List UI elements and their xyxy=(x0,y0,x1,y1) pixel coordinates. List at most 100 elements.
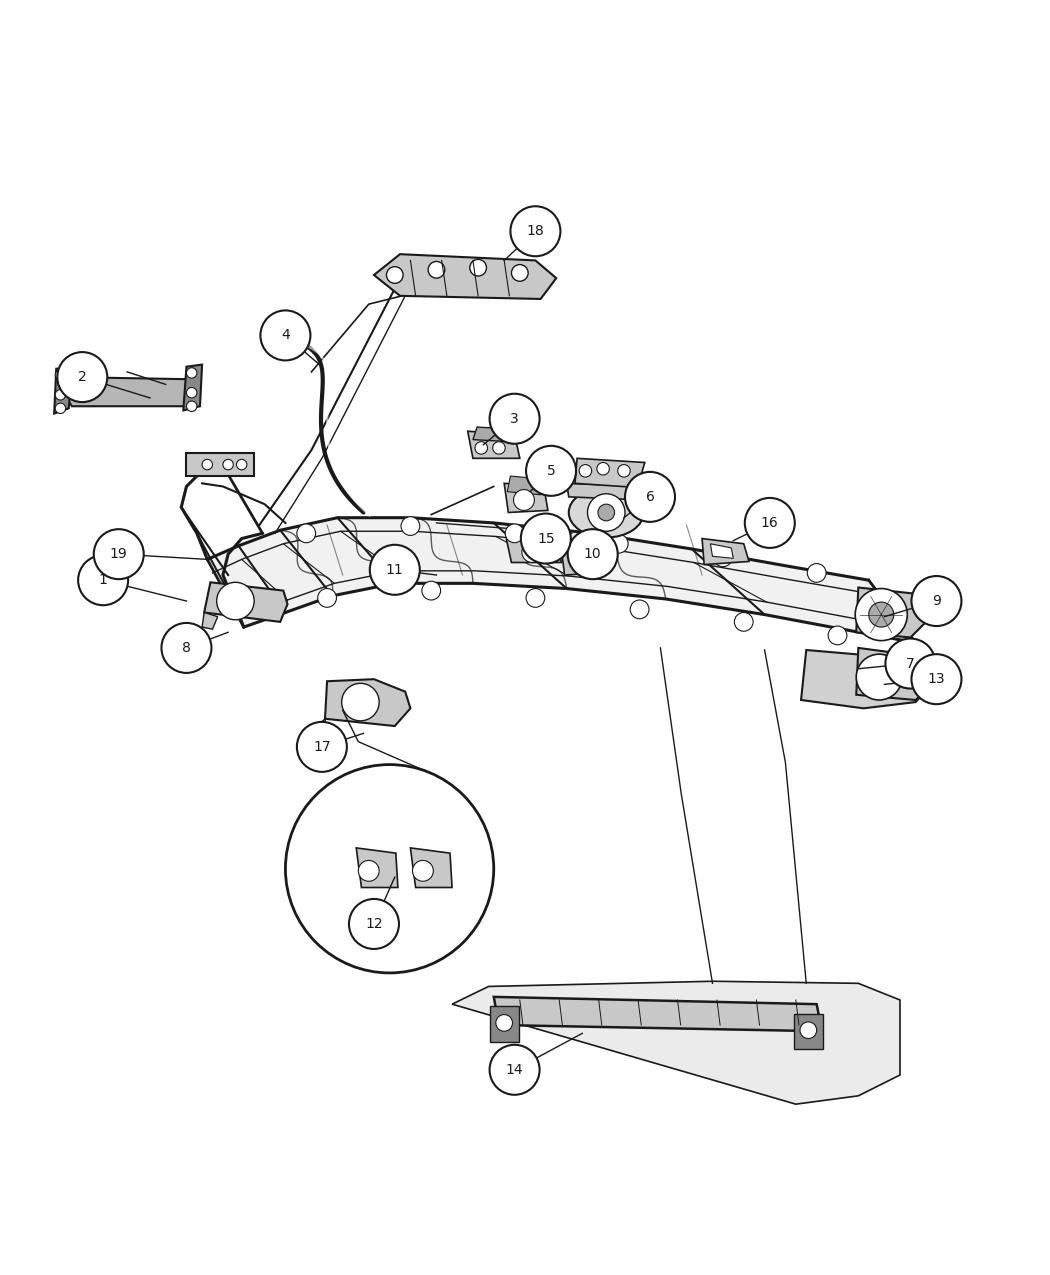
Text: 10: 10 xyxy=(584,547,602,561)
Polygon shape xyxy=(184,365,202,411)
Circle shape xyxy=(370,544,420,595)
Circle shape xyxy=(202,459,212,469)
Circle shape xyxy=(297,524,316,543)
Polygon shape xyxy=(702,538,749,565)
Circle shape xyxy=(568,529,617,579)
Circle shape xyxy=(223,459,233,469)
Polygon shape xyxy=(472,427,514,441)
Polygon shape xyxy=(55,367,71,413)
Circle shape xyxy=(56,403,65,413)
Circle shape xyxy=(617,464,630,477)
Polygon shape xyxy=(507,476,544,495)
Polygon shape xyxy=(411,848,453,887)
Text: 15: 15 xyxy=(537,532,554,546)
Circle shape xyxy=(597,504,614,520)
Circle shape xyxy=(885,639,936,688)
Text: 9: 9 xyxy=(932,594,941,608)
Circle shape xyxy=(522,542,543,562)
Circle shape xyxy=(93,529,144,579)
Circle shape xyxy=(216,583,254,620)
Circle shape xyxy=(56,390,65,400)
Ellipse shape xyxy=(569,487,644,538)
Circle shape xyxy=(868,602,894,627)
Text: 14: 14 xyxy=(506,1063,523,1077)
Bar xyxy=(489,1006,519,1042)
Polygon shape xyxy=(504,483,548,513)
Circle shape xyxy=(828,626,847,645)
Circle shape xyxy=(56,370,65,380)
Polygon shape xyxy=(326,680,411,725)
Circle shape xyxy=(510,207,561,256)
Circle shape xyxy=(596,463,609,476)
Circle shape xyxy=(469,259,486,277)
Circle shape xyxy=(744,499,795,548)
Circle shape xyxy=(911,576,962,626)
Text: 12: 12 xyxy=(365,917,383,931)
Circle shape xyxy=(911,654,962,704)
Circle shape xyxy=(401,516,420,536)
Circle shape xyxy=(187,402,196,412)
Circle shape xyxy=(260,310,311,361)
Polygon shape xyxy=(356,848,398,887)
Polygon shape xyxy=(374,254,556,298)
Circle shape xyxy=(734,612,753,631)
Circle shape xyxy=(496,1015,512,1031)
Circle shape xyxy=(489,1044,540,1095)
Text: 17: 17 xyxy=(313,740,331,754)
Text: 4: 4 xyxy=(281,329,290,343)
Circle shape xyxy=(349,899,399,949)
Circle shape xyxy=(162,623,211,673)
Circle shape xyxy=(422,581,441,601)
Text: 3: 3 xyxy=(510,412,519,426)
Polygon shape xyxy=(711,543,733,558)
Polygon shape xyxy=(575,458,645,487)
Circle shape xyxy=(521,514,571,564)
Circle shape xyxy=(511,265,528,282)
Circle shape xyxy=(807,564,826,583)
Circle shape xyxy=(856,654,902,700)
Circle shape xyxy=(475,441,487,454)
Circle shape xyxy=(505,524,524,543)
Circle shape xyxy=(78,555,128,606)
Circle shape xyxy=(236,459,247,469)
Circle shape xyxy=(513,490,534,510)
Text: 16: 16 xyxy=(761,516,779,530)
Polygon shape xyxy=(453,982,900,1104)
Circle shape xyxy=(609,534,628,553)
Polygon shape xyxy=(567,483,646,500)
Polygon shape xyxy=(62,377,196,407)
Polygon shape xyxy=(202,612,217,629)
Circle shape xyxy=(413,861,434,881)
Text: 8: 8 xyxy=(182,641,191,655)
Polygon shape xyxy=(506,538,562,562)
Circle shape xyxy=(855,589,907,640)
Text: 11: 11 xyxy=(386,562,403,576)
Polygon shape xyxy=(307,719,328,737)
Circle shape xyxy=(341,683,379,720)
Polygon shape xyxy=(494,997,822,1031)
Text: 7: 7 xyxy=(906,657,915,671)
Circle shape xyxy=(800,1021,817,1039)
Circle shape xyxy=(588,493,625,532)
Circle shape xyxy=(489,394,540,444)
Circle shape xyxy=(386,266,403,283)
Polygon shape xyxy=(856,588,926,638)
Circle shape xyxy=(428,261,445,278)
Circle shape xyxy=(58,352,107,402)
Text: 19: 19 xyxy=(110,547,128,561)
Polygon shape xyxy=(207,518,916,643)
Circle shape xyxy=(286,765,494,973)
Polygon shape xyxy=(801,650,931,709)
Circle shape xyxy=(318,589,336,607)
Circle shape xyxy=(526,446,576,496)
Text: 1: 1 xyxy=(99,574,107,588)
Polygon shape xyxy=(856,648,933,700)
Polygon shape xyxy=(467,431,520,458)
Circle shape xyxy=(714,548,732,566)
Text: 18: 18 xyxy=(526,224,544,238)
Text: 13: 13 xyxy=(927,672,945,686)
Text: 6: 6 xyxy=(646,490,654,504)
Text: 2: 2 xyxy=(78,370,87,384)
Circle shape xyxy=(187,388,196,398)
Circle shape xyxy=(492,441,505,454)
